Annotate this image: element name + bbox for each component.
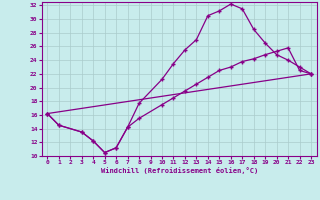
X-axis label: Windchill (Refroidissement éolien,°C): Windchill (Refroidissement éolien,°C)	[100, 167, 258, 174]
